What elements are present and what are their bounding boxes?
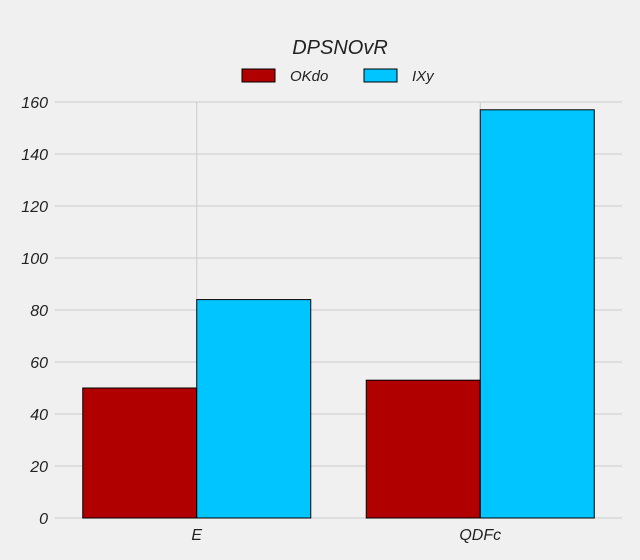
bar-okdo-e (82, 387, 198, 519)
y-tick-label: 40 (30, 407, 48, 424)
bar-ixy-e (196, 299, 312, 519)
legend-label-okdo: OKdo (290, 68, 328, 85)
chart-title: DPSNOvR (292, 37, 388, 59)
bars (82, 109, 595, 519)
bar-okdo-qdfc (365, 379, 481, 519)
y-tick-label: 120 (21, 199, 48, 216)
y-tick-label: 20 (29, 459, 48, 476)
x-tick-label: QDFc (459, 527, 501, 544)
y-axis: 0 20 40 60 80 100 120 140 160 (21, 95, 48, 528)
y-tick-label: 140 (21, 147, 48, 164)
y-tick-label: 60 (30, 355, 48, 372)
legend-label-ixy: IXy (412, 68, 435, 85)
legend-swatch-ixy (363, 68, 398, 83)
bar-ixy-qdfc (479, 109, 595, 519)
y-tick-label: 100 (21, 251, 48, 268)
y-tick-label: 0 (39, 511, 48, 528)
x-tick-label: E (191, 527, 202, 544)
x-axis: E QDFc (191, 527, 501, 544)
legend: OKdo IXy (241, 68, 435, 85)
legend-item-okdo: OKdo (241, 68, 328, 85)
y-tick-label: 80 (30, 303, 48, 320)
legend-swatch-okdo (241, 68, 276, 83)
y-tick-label: 160 (21, 95, 48, 112)
legend-item-ixy: IXy (363, 68, 435, 85)
